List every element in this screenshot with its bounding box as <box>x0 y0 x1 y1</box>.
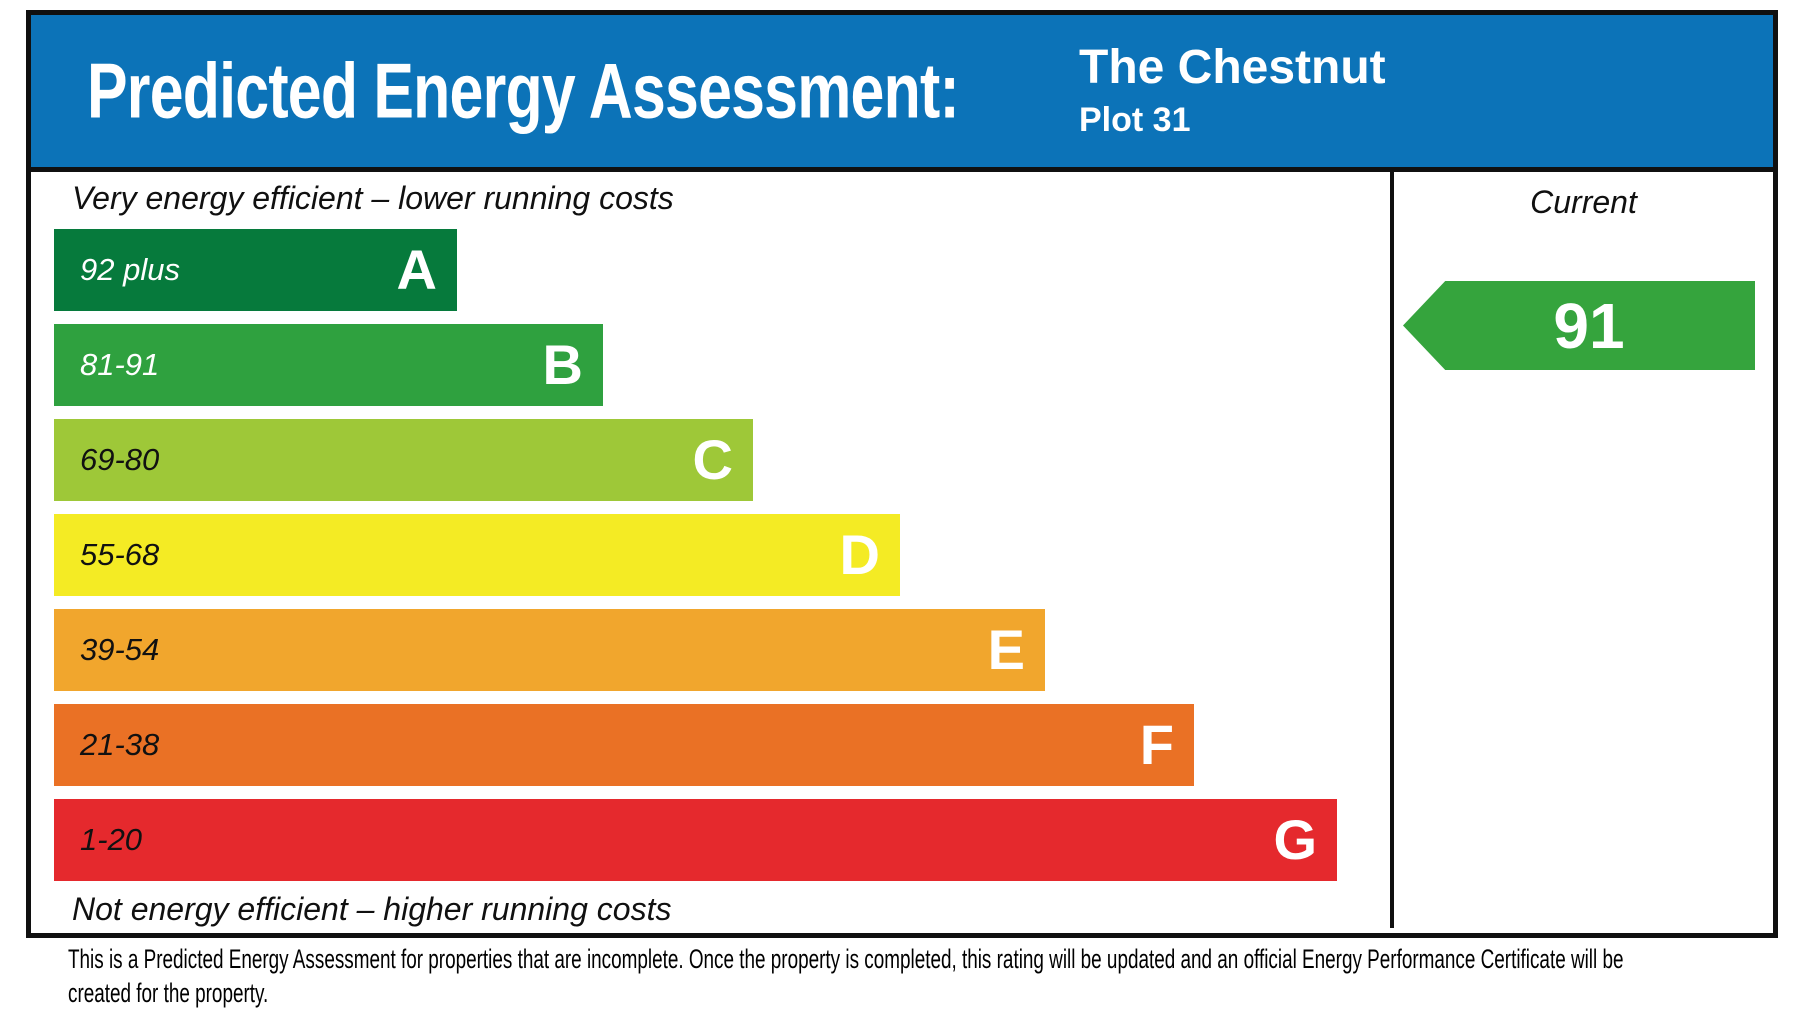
band-row-b: 81-91 B <box>54 324 603 406</box>
plot-number: Plot 31 <box>1079 101 1191 139</box>
band-letter: C <box>692 428 733 491</box>
top-caption: Very energy efficient – lower running co… <box>72 180 674 216</box>
band-range-label: 55-68 <box>80 537 160 572</box>
band-letter: E <box>987 618 1025 681</box>
disclaimer-text: This is a Predicted Energy Assessment fo… <box>68 944 1624 1008</box>
column-divider <box>1390 172 1394 928</box>
current-rating-arrow: 91 <box>1403 281 1755 370</box>
band-row-g: 1-20 G <box>54 799 1337 881</box>
header: Predicted Energy Assessment: The Chestnu… <box>31 15 1773 172</box>
property-name: The Chestnut <box>1079 41 1386 94</box>
band-range-label: 69-80 <box>80 442 160 477</box>
band-row-e: 39-54 E <box>54 609 1045 691</box>
bands-container: 92 plus A 81-91 B 69-80 C 55-68 D 39-54 E 21-38 F 1-… <box>54 229 1337 894</box>
band-letter: F <box>1139 713 1174 776</box>
page-title: Predicted Energy Assessment: <box>87 46 960 135</box>
epc-chart: Very energy efficient – lower running co… <box>31 172 1773 928</box>
band-row-c: 69-80 C <box>54 419 753 501</box>
current-column-header: Current <box>1530 184 1637 220</box>
certificate-frame: Predicted Energy Assessment: The Chestnu… <box>26 10 1778 938</box>
bottom-caption: Not energy efficient – higher running co… <box>72 891 672 927</box>
current-rating-value: 91 <box>1553 289 1625 362</box>
band-letter: B <box>542 333 583 396</box>
band-row-d: 55-68 D <box>54 514 900 596</box>
band-range-label: 1-20 <box>80 822 143 857</box>
band-range-label: 92 plus <box>80 252 180 287</box>
property-block: The Chestnut Plot 31 <box>1079 41 1386 140</box>
band-row-a: 92 plus A <box>54 229 457 311</box>
band-letter: A <box>396 238 437 301</box>
band-range-label: 39-54 <box>80 632 160 667</box>
band-range-label: 21-38 <box>80 727 160 762</box>
band-letter: G <box>1273 808 1317 871</box>
band-row-f: 21-38 F <box>54 704 1194 786</box>
band-range-label: 81-91 <box>80 347 160 382</box>
band-letter: D <box>839 523 880 586</box>
